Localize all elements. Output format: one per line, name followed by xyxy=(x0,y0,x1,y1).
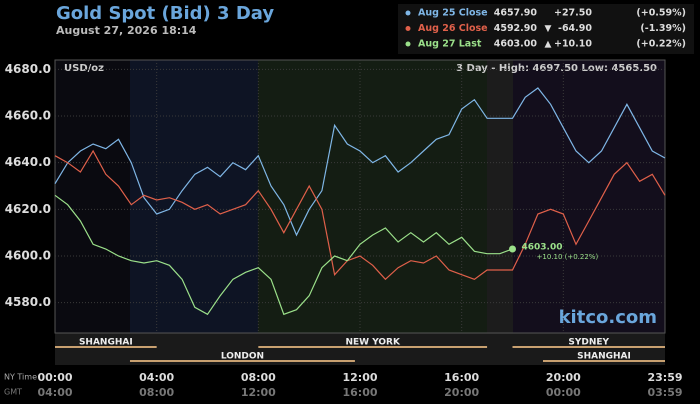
brand: kitco.com xyxy=(559,307,657,328)
x-tick-label: 23:59 xyxy=(647,371,682,384)
last-point xyxy=(509,245,516,253)
legend-arrow: ▼ xyxy=(545,24,552,34)
x-tick-label: 08:00 xyxy=(241,371,276,384)
x2-tick-label: 03:59 xyxy=(647,386,682,399)
legend-change: +27.50 xyxy=(554,8,592,19)
last-change-label: +10.10 (+0.22%) xyxy=(537,253,599,261)
y-tick-label: 4660.0 xyxy=(5,109,51,123)
series-line xyxy=(54,149,666,281)
x-tick-label: 20:00 xyxy=(546,371,581,384)
chart-subtitle: August 27, 2026 18:14 xyxy=(56,24,197,37)
y-tick-label: 4680.0 xyxy=(5,62,51,76)
x2-tick-label: 08:00 xyxy=(139,386,174,399)
plot-shade xyxy=(258,60,487,333)
range-label: 3 Day - High: 4697.50 Low: 4565.50 xyxy=(456,63,657,74)
x-tick-label: 16:00 xyxy=(444,371,479,384)
y-tick-label: 4580.0 xyxy=(5,295,51,309)
session-label: LONDON xyxy=(221,352,264,362)
legend-change-pct: (+0.59%) xyxy=(636,8,686,19)
y-tick-label: 4620.0 xyxy=(5,202,51,216)
legend-arrow: ▲ xyxy=(545,40,552,50)
x2-tick-label: 16:00 xyxy=(342,386,377,399)
plot-shade xyxy=(513,60,665,333)
x2-tick-label: 20:00 xyxy=(444,386,479,399)
legend-change-pct: (-1.39%) xyxy=(640,23,686,34)
x-axis-label: NY Time xyxy=(4,373,37,382)
y-tick-label: 4640.0 xyxy=(5,155,51,169)
legend-dot xyxy=(405,10,411,16)
legend-name: Aug 26 Close xyxy=(418,23,488,34)
plot-shade xyxy=(55,60,130,333)
session-label: SHANGHAI xyxy=(577,352,631,362)
plot-shade xyxy=(130,60,258,333)
plot-shade xyxy=(487,60,513,333)
legend-dot xyxy=(405,26,411,31)
legend-dot xyxy=(405,41,411,47)
legend-change: -64.90 xyxy=(558,23,592,34)
legend-box xyxy=(398,4,694,54)
x-tick-label: 04:00 xyxy=(139,371,174,384)
x2-tick-label: 00:00 xyxy=(546,386,581,399)
x-tick-label: 00:00 xyxy=(37,371,72,384)
y-tick-label: 4600.0 xyxy=(5,249,51,263)
legend-name: Aug 27 Last xyxy=(418,39,482,50)
chart-title: Gold Spot (Bid) 3 Day xyxy=(56,3,274,24)
session-label: SYDNEY xyxy=(568,338,609,348)
x2-tick-label: 04:00 xyxy=(37,386,72,399)
series-line xyxy=(54,194,513,316)
legend-name: Aug 25 Close xyxy=(418,8,488,19)
legend-value: 4592.90 xyxy=(494,23,538,34)
legend-change-pct: (+0.22%) xyxy=(636,39,686,50)
x2-tick-label: 12:00 xyxy=(241,386,276,399)
legend-change: +10.10 xyxy=(554,39,592,50)
x2-axis-label: GMT xyxy=(4,388,22,397)
legend-value: 4603.00 xyxy=(494,39,538,50)
session-band xyxy=(55,333,665,365)
session-label: NEW YORK xyxy=(345,338,401,348)
x-tick-label: 12:00 xyxy=(342,371,377,384)
unit-label: USD/oz xyxy=(64,63,104,74)
legend-value: 4657.90 xyxy=(494,8,538,19)
last-label: 4603.00 xyxy=(522,243,563,253)
series-line xyxy=(54,87,666,237)
session-label: SHANGHAI xyxy=(79,338,133,348)
